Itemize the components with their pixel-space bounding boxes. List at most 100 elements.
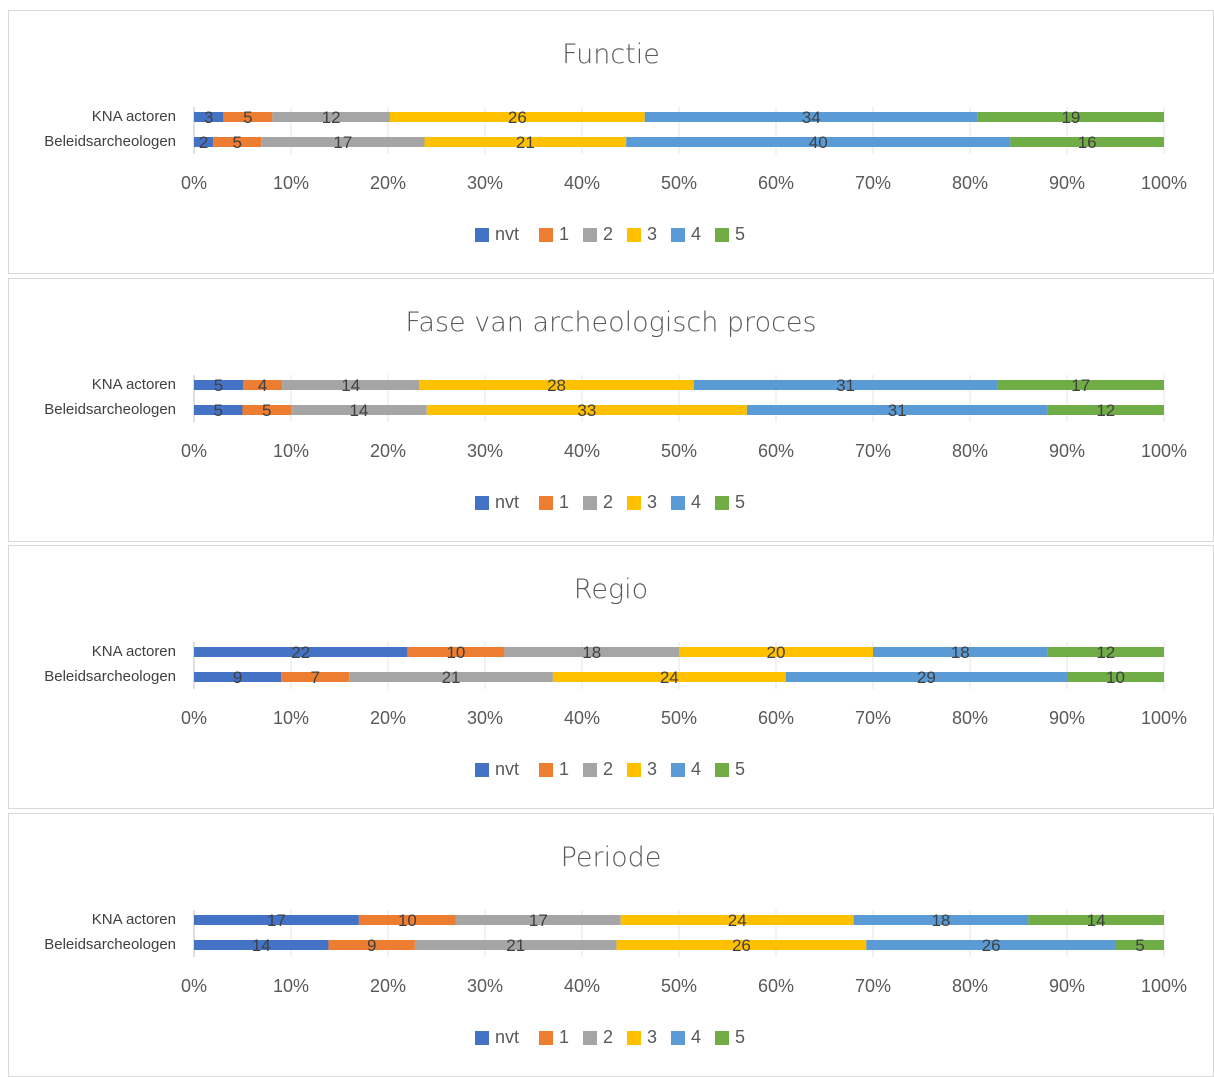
x-tick-label: 10% xyxy=(273,976,309,996)
bar-segment-beleidsarcheologen-5 xyxy=(1067,672,1164,682)
bar-segment-kna-actoren-2 xyxy=(504,647,679,657)
legend: nvt 1 2 3 4 5 xyxy=(475,224,745,244)
legend: nvt 1 2 3 4 5 xyxy=(475,759,745,779)
x-tick-label: 0% xyxy=(181,441,207,461)
data-label: 5 xyxy=(214,376,223,395)
data-label: 2 xyxy=(199,133,208,152)
legend-swatch-3 xyxy=(627,763,641,777)
legend-swatch-3 xyxy=(627,1031,641,1045)
bar-segment-kna-actoren-5 xyxy=(977,112,1164,122)
bar-segment-kna-actoren-3 xyxy=(620,915,854,925)
x-tick-label: 90% xyxy=(1049,976,1085,996)
x-tick-label: 100% xyxy=(1141,441,1187,461)
data-label: 19 xyxy=(1061,108,1080,127)
legend-swatch-1 xyxy=(539,228,553,242)
data-label: 7 xyxy=(311,668,320,687)
data-label: 18 xyxy=(951,643,970,662)
data-label: 18 xyxy=(931,911,950,930)
x-tick-label: 80% xyxy=(952,173,988,193)
legend-swatch-5 xyxy=(715,228,729,242)
legend-label: 1 xyxy=(559,1027,569,1047)
chart-title: Regio xyxy=(574,574,648,605)
data-label: 28 xyxy=(547,376,566,395)
data-label: 24 xyxy=(660,668,679,687)
bar-segment-kna-actoren-nvt xyxy=(194,112,224,122)
legend: nvt 1 2 3 4 5 xyxy=(475,492,745,512)
category-label: Beleidsarcheologen xyxy=(44,936,176,953)
bar-segment-beleidsarcheologen-4 xyxy=(866,940,1116,950)
x-tick-label: 0% xyxy=(181,708,207,728)
bar-segment-kna-actoren-3 xyxy=(679,647,873,657)
legend-swatch-5 xyxy=(715,763,729,777)
category-label: KNA actoren xyxy=(92,911,176,928)
x-tick-label: 50% xyxy=(661,173,697,193)
bar-segment-beleidsarcheologen-nvt xyxy=(194,137,214,147)
bar-segment-beleidsarcheologen-1 xyxy=(281,672,350,682)
x-tick-label: 70% xyxy=(855,976,891,996)
bar-segment-beleidsarcheologen-4 xyxy=(785,672,1067,682)
legend-swatch-nvt xyxy=(475,228,489,242)
x-tick-label: 90% xyxy=(1049,708,1085,728)
x-tick-label: 40% xyxy=(564,708,600,728)
x-tick-label: 50% xyxy=(661,976,697,996)
data-label: 21 xyxy=(516,133,535,152)
bar-segment-kna-actoren-5 xyxy=(1047,647,1164,657)
bar-segment-kna-actoren-5 xyxy=(1028,915,1164,925)
bar-segment-beleidsarcheologen-2 xyxy=(261,137,425,147)
legend-label: 3 xyxy=(647,492,657,512)
legend-label: nvt xyxy=(495,224,519,244)
legend-swatch-1 xyxy=(539,1031,553,1045)
data-label: 26 xyxy=(508,108,527,127)
x-tick-label: 100% xyxy=(1141,976,1187,996)
data-label: 14 xyxy=(341,376,360,395)
category-label: Beleidsarcheologen xyxy=(44,401,176,418)
bar-segment-kna-actoren-4 xyxy=(693,380,998,390)
legend-swatch-2 xyxy=(583,496,597,510)
data-label: 10 xyxy=(1106,668,1125,687)
bar-segment-kna-actoren-1 xyxy=(358,915,456,925)
bar-segment-beleidsarcheologen-nvt xyxy=(194,672,282,682)
legend-label: 1 xyxy=(559,759,569,779)
x-tick-label: 80% xyxy=(952,976,988,996)
x-tick-label: 20% xyxy=(370,173,406,193)
category-label: KNA actoren xyxy=(92,643,176,660)
data-label: 10 xyxy=(446,643,465,662)
x-tick-label: 60% xyxy=(758,976,794,996)
bar-segment-kna-actoren-3 xyxy=(389,112,645,122)
x-tick-label: 40% xyxy=(564,173,600,193)
data-label: 4 xyxy=(258,376,267,395)
bar-segment-beleidsarcheologen-2 xyxy=(349,672,553,682)
data-label: 17 xyxy=(333,133,352,152)
data-label: 16 xyxy=(1078,133,1097,152)
bar-segment-beleidsarcheologen-nvt xyxy=(194,405,243,415)
legend-swatch-nvt xyxy=(475,496,489,510)
data-label: 31 xyxy=(888,401,907,420)
legend-label: 3 xyxy=(647,759,657,779)
category-label: KNA actoren xyxy=(92,108,176,125)
data-label: 26 xyxy=(982,936,1001,955)
legend-swatch-4 xyxy=(671,763,685,777)
legend-label: 5 xyxy=(735,1027,745,1047)
legend-swatch-4 xyxy=(671,496,685,510)
data-label: 10 xyxy=(398,911,417,930)
x-tick-label: 0% xyxy=(181,976,207,996)
data-label: 21 xyxy=(442,668,461,687)
bar-segment-kna-actoren-nvt xyxy=(194,380,243,390)
x-tick-label: 20% xyxy=(370,708,406,728)
data-label: 3 xyxy=(204,108,213,127)
data-label: 31 xyxy=(836,376,855,395)
data-label: 12 xyxy=(1096,401,1115,420)
x-tick-label: 50% xyxy=(661,441,697,461)
chart-panel-regio: Regio KNA actoren 22 10 18 20 18 12 Beleidsarche… xyxy=(8,545,1214,809)
legend-label: 2 xyxy=(603,759,613,779)
data-label: 21 xyxy=(506,936,525,955)
x-tick-label: 70% xyxy=(855,708,891,728)
data-label: 24 xyxy=(728,911,747,930)
chart-title: Fase van archeologisch proces xyxy=(405,307,816,338)
x-tick-label: 30% xyxy=(467,441,503,461)
legend-label: 1 xyxy=(559,224,569,244)
x-tick-label: 90% xyxy=(1049,441,1085,461)
x-tick-label: 80% xyxy=(952,708,988,728)
legend-label: 4 xyxy=(691,224,701,244)
